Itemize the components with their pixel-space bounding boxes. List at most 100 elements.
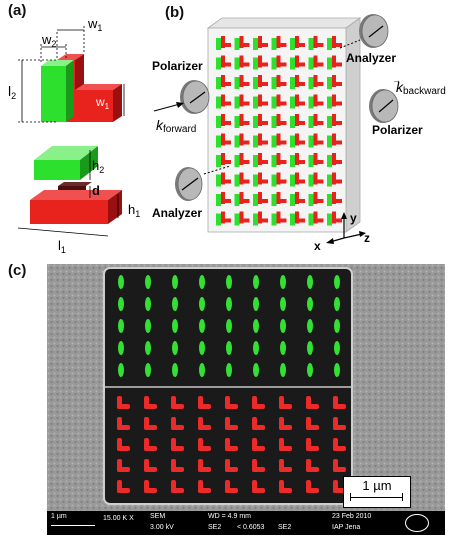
unit-cell bbox=[253, 153, 268, 167]
k-forward-arrow bbox=[153, 103, 181, 112]
green-particle bbox=[307, 297, 313, 311]
dim-h1: h1 bbox=[128, 202, 140, 219]
red-particle bbox=[117, 417, 130, 430]
unit-cell bbox=[308, 153, 324, 167]
red-particle bbox=[198, 459, 211, 472]
info-date: 23 Feb 2010 bbox=[332, 513, 372, 520]
red-particle bbox=[144, 480, 157, 493]
unit-cell bbox=[290, 114, 305, 128]
green-particle bbox=[199, 297, 205, 311]
dim-w1: w1 bbox=[87, 16, 102, 33]
unit-cell bbox=[308, 55, 324, 70]
unit-cell bbox=[271, 55, 287, 70]
red-particle bbox=[252, 417, 265, 430]
sem-image: 1 µm bbox=[47, 264, 445, 534]
green-particle bbox=[253, 297, 259, 311]
green-particle bbox=[334, 297, 340, 311]
unit-cell bbox=[253, 133, 268, 148]
sem-array-field bbox=[103, 267, 353, 505]
green-particle bbox=[307, 363, 313, 377]
red-particle bbox=[306, 396, 319, 409]
green-particle bbox=[172, 275, 178, 289]
red-particle bbox=[279, 438, 292, 451]
info-sem: SEM bbox=[150, 513, 166, 520]
unit-cell bbox=[234, 75, 250, 89]
upper-green-bar bbox=[41, 60, 74, 122]
sem-green-particles bbox=[118, 275, 340, 377]
unit-cell bbox=[234, 55, 250, 70]
unit-cell bbox=[234, 36, 250, 50]
scale-bar-line bbox=[350, 497, 402, 498]
info-org: IAP Jena bbox=[332, 524, 361, 531]
k-backward-label: kbackward bbox=[396, 79, 446, 97]
unit-cell bbox=[216, 75, 231, 89]
unit-cell bbox=[308, 114, 324, 128]
green-particle bbox=[226, 275, 232, 289]
unit-cell bbox=[253, 55, 268, 70]
unit-cell bbox=[271, 133, 287, 148]
red-particle bbox=[198, 417, 211, 430]
unit-cell bbox=[271, 114, 287, 128]
polarizer-left-disk bbox=[180, 80, 210, 114]
green-particle bbox=[145, 363, 151, 377]
unit-cell bbox=[290, 153, 305, 167]
unit-cell bbox=[271, 192, 287, 206]
green-particle bbox=[145, 319, 151, 333]
green-particle bbox=[199, 341, 205, 355]
green-particle bbox=[118, 363, 124, 377]
red-particle bbox=[198, 438, 211, 451]
red-particle bbox=[252, 459, 265, 472]
unit-cell bbox=[234, 153, 250, 167]
green-particle bbox=[226, 297, 232, 311]
analyzer-top-label: Analyzer bbox=[346, 51, 396, 65]
red-particle bbox=[225, 417, 238, 430]
green-particle bbox=[280, 363, 286, 377]
red-particle bbox=[198, 480, 211, 493]
sem-info-bar: 1 µm 15.00 K X SEM 3.00 kV WD = 4.9 mm S… bbox=[47, 511, 445, 535]
analyzer-bottom-disk bbox=[175, 167, 203, 201]
red-particle bbox=[333, 459, 346, 472]
red-particle bbox=[144, 396, 157, 409]
analyzer-bottom-label: Analyzer bbox=[152, 206, 202, 220]
green-particle bbox=[199, 275, 205, 289]
unit-cell bbox=[308, 211, 324, 226]
green-particle bbox=[145, 297, 151, 311]
info-mag: 15.00 K X bbox=[103, 515, 134, 522]
svg-text:→: → bbox=[392, 75, 401, 85]
dim-l1: l1 bbox=[58, 238, 66, 255]
green-particle bbox=[334, 341, 340, 355]
panel-a-diagram: w1 w2 l2 w1 h2 d h1 l1 bbox=[8, 16, 140, 255]
green-particle bbox=[334, 275, 340, 289]
green-particle bbox=[118, 297, 124, 311]
green-particle bbox=[307, 275, 313, 289]
green-particle bbox=[118, 275, 124, 289]
dim-h2: h2 bbox=[92, 158, 104, 175]
unit-cell bbox=[308, 94, 324, 109]
panel-b-diagram: Polarizer kforward Analyzer Analyzer → k… bbox=[152, 14, 446, 253]
red-particle bbox=[144, 459, 157, 472]
unit-cell bbox=[253, 114, 268, 128]
info-kv: 3.00 kV bbox=[150, 524, 174, 531]
green-particle bbox=[226, 341, 232, 355]
unit-cell bbox=[271, 75, 287, 89]
unit-cell bbox=[308, 172, 324, 187]
red-particle bbox=[225, 459, 238, 472]
unit-cell bbox=[253, 94, 268, 109]
polarizer-right-disk bbox=[369, 89, 399, 123]
dim-w1-inner: w1 bbox=[95, 95, 110, 111]
red-particle bbox=[171, 438, 184, 451]
axis-z-label: z bbox=[364, 231, 370, 245]
unit-cell bbox=[327, 36, 342, 50]
red-particle bbox=[279, 480, 292, 493]
info-se2a: SE2 bbox=[208, 524, 222, 531]
unit-cell bbox=[271, 153, 287, 167]
unit-cell bbox=[234, 114, 250, 128]
upper-red-bar bbox=[57, 54, 122, 122]
green-particle bbox=[145, 275, 151, 289]
green-particle bbox=[253, 275, 259, 289]
unit-cell bbox=[327, 153, 342, 167]
dim-d: d bbox=[92, 183, 100, 198]
k-forward-label: kforward bbox=[156, 117, 196, 135]
green-particle bbox=[280, 341, 286, 355]
unit-cell bbox=[290, 75, 305, 89]
